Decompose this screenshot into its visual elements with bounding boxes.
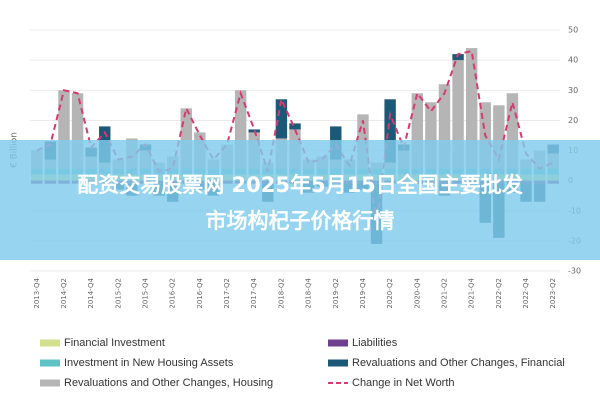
bar	[180, 108, 192, 169]
legend-label: Revaluations and Other Changes, Financia…	[352, 357, 565, 369]
y-tick-label: 30	[568, 86, 578, 95]
y-tick-label: 20	[568, 116, 578, 125]
legend-label: Financial Investment	[64, 337, 165, 349]
y-tick-label: 40	[568, 56, 578, 65]
legend-label: Change in Net Worth	[352, 377, 455, 389]
bar	[234, 90, 247, 169]
bar	[384, 99, 396, 163]
x-tick-label: 2017-Q2	[223, 278, 231, 309]
bar	[275, 99, 288, 139]
bar	[438, 84, 451, 169]
x-tick-label: 2018-Q4	[305, 277, 313, 308]
legend-swatch	[40, 339, 60, 347]
legend-label: Investment in New Housing Assets	[64, 357, 234, 369]
x-tick-label: 2015-Q4	[142, 277, 150, 308]
x-tick-label: 2015-Q2	[114, 278, 122, 309]
x-tick-label: 2020-Q2	[386, 278, 394, 309]
x-tick-label: 2022-Q2	[495, 278, 503, 309]
y-tick-label: -30	[568, 267, 581, 276]
x-tick-label: 2021-Q2	[440, 278, 448, 309]
bar	[493, 105, 505, 169]
x-tick-label: 2014-Q4	[87, 277, 95, 308]
x-tick-label: 2020-Q4	[413, 277, 421, 308]
bar	[58, 90, 70, 169]
x-tick-label: 2016-Q2	[169, 278, 177, 309]
bar	[452, 60, 464, 169]
x-tick-label: 2016-Q4	[196, 277, 204, 308]
x-tick-label: 2019-Q4	[359, 277, 367, 308]
legend-label: Liabilities	[352, 337, 398, 349]
x-tick-label: 2014-Q2	[60, 278, 68, 309]
bar	[425, 102, 437, 169]
y-tick-label: 50	[568, 26, 578, 35]
legend-label: Revaluations and Other Changes, Housing	[64, 377, 273, 389]
x-tick-label: 2019-Q2	[332, 278, 340, 309]
legend-swatch	[328, 339, 348, 347]
x-tick-label: 2022-Q4	[522, 277, 530, 308]
banner-text: 配资交易股票网 2025年5月15日全国主要批发	[77, 173, 524, 197]
banner-background	[0, 140, 600, 260]
x-tick-label: 2023-Q2	[549, 278, 557, 309]
bar	[411, 93, 424, 169]
x-tick-label: 2021-Q4	[468, 277, 476, 308]
x-tick-label: 2017-Q4	[250, 277, 258, 308]
x-tick-label: 2018-Q2	[277, 278, 285, 309]
bar	[289, 123, 301, 130]
legend-swatch	[328, 359, 348, 367]
bar	[506, 93, 519, 169]
banner-text: 市场构杞子价格行情	[206, 209, 395, 233]
legend-swatch	[40, 359, 60, 367]
legend-swatch	[40, 379, 60, 387]
bar	[71, 93, 84, 169]
x-tick-label: 2013-Q4	[33, 277, 41, 308]
bar	[465, 48, 478, 169]
